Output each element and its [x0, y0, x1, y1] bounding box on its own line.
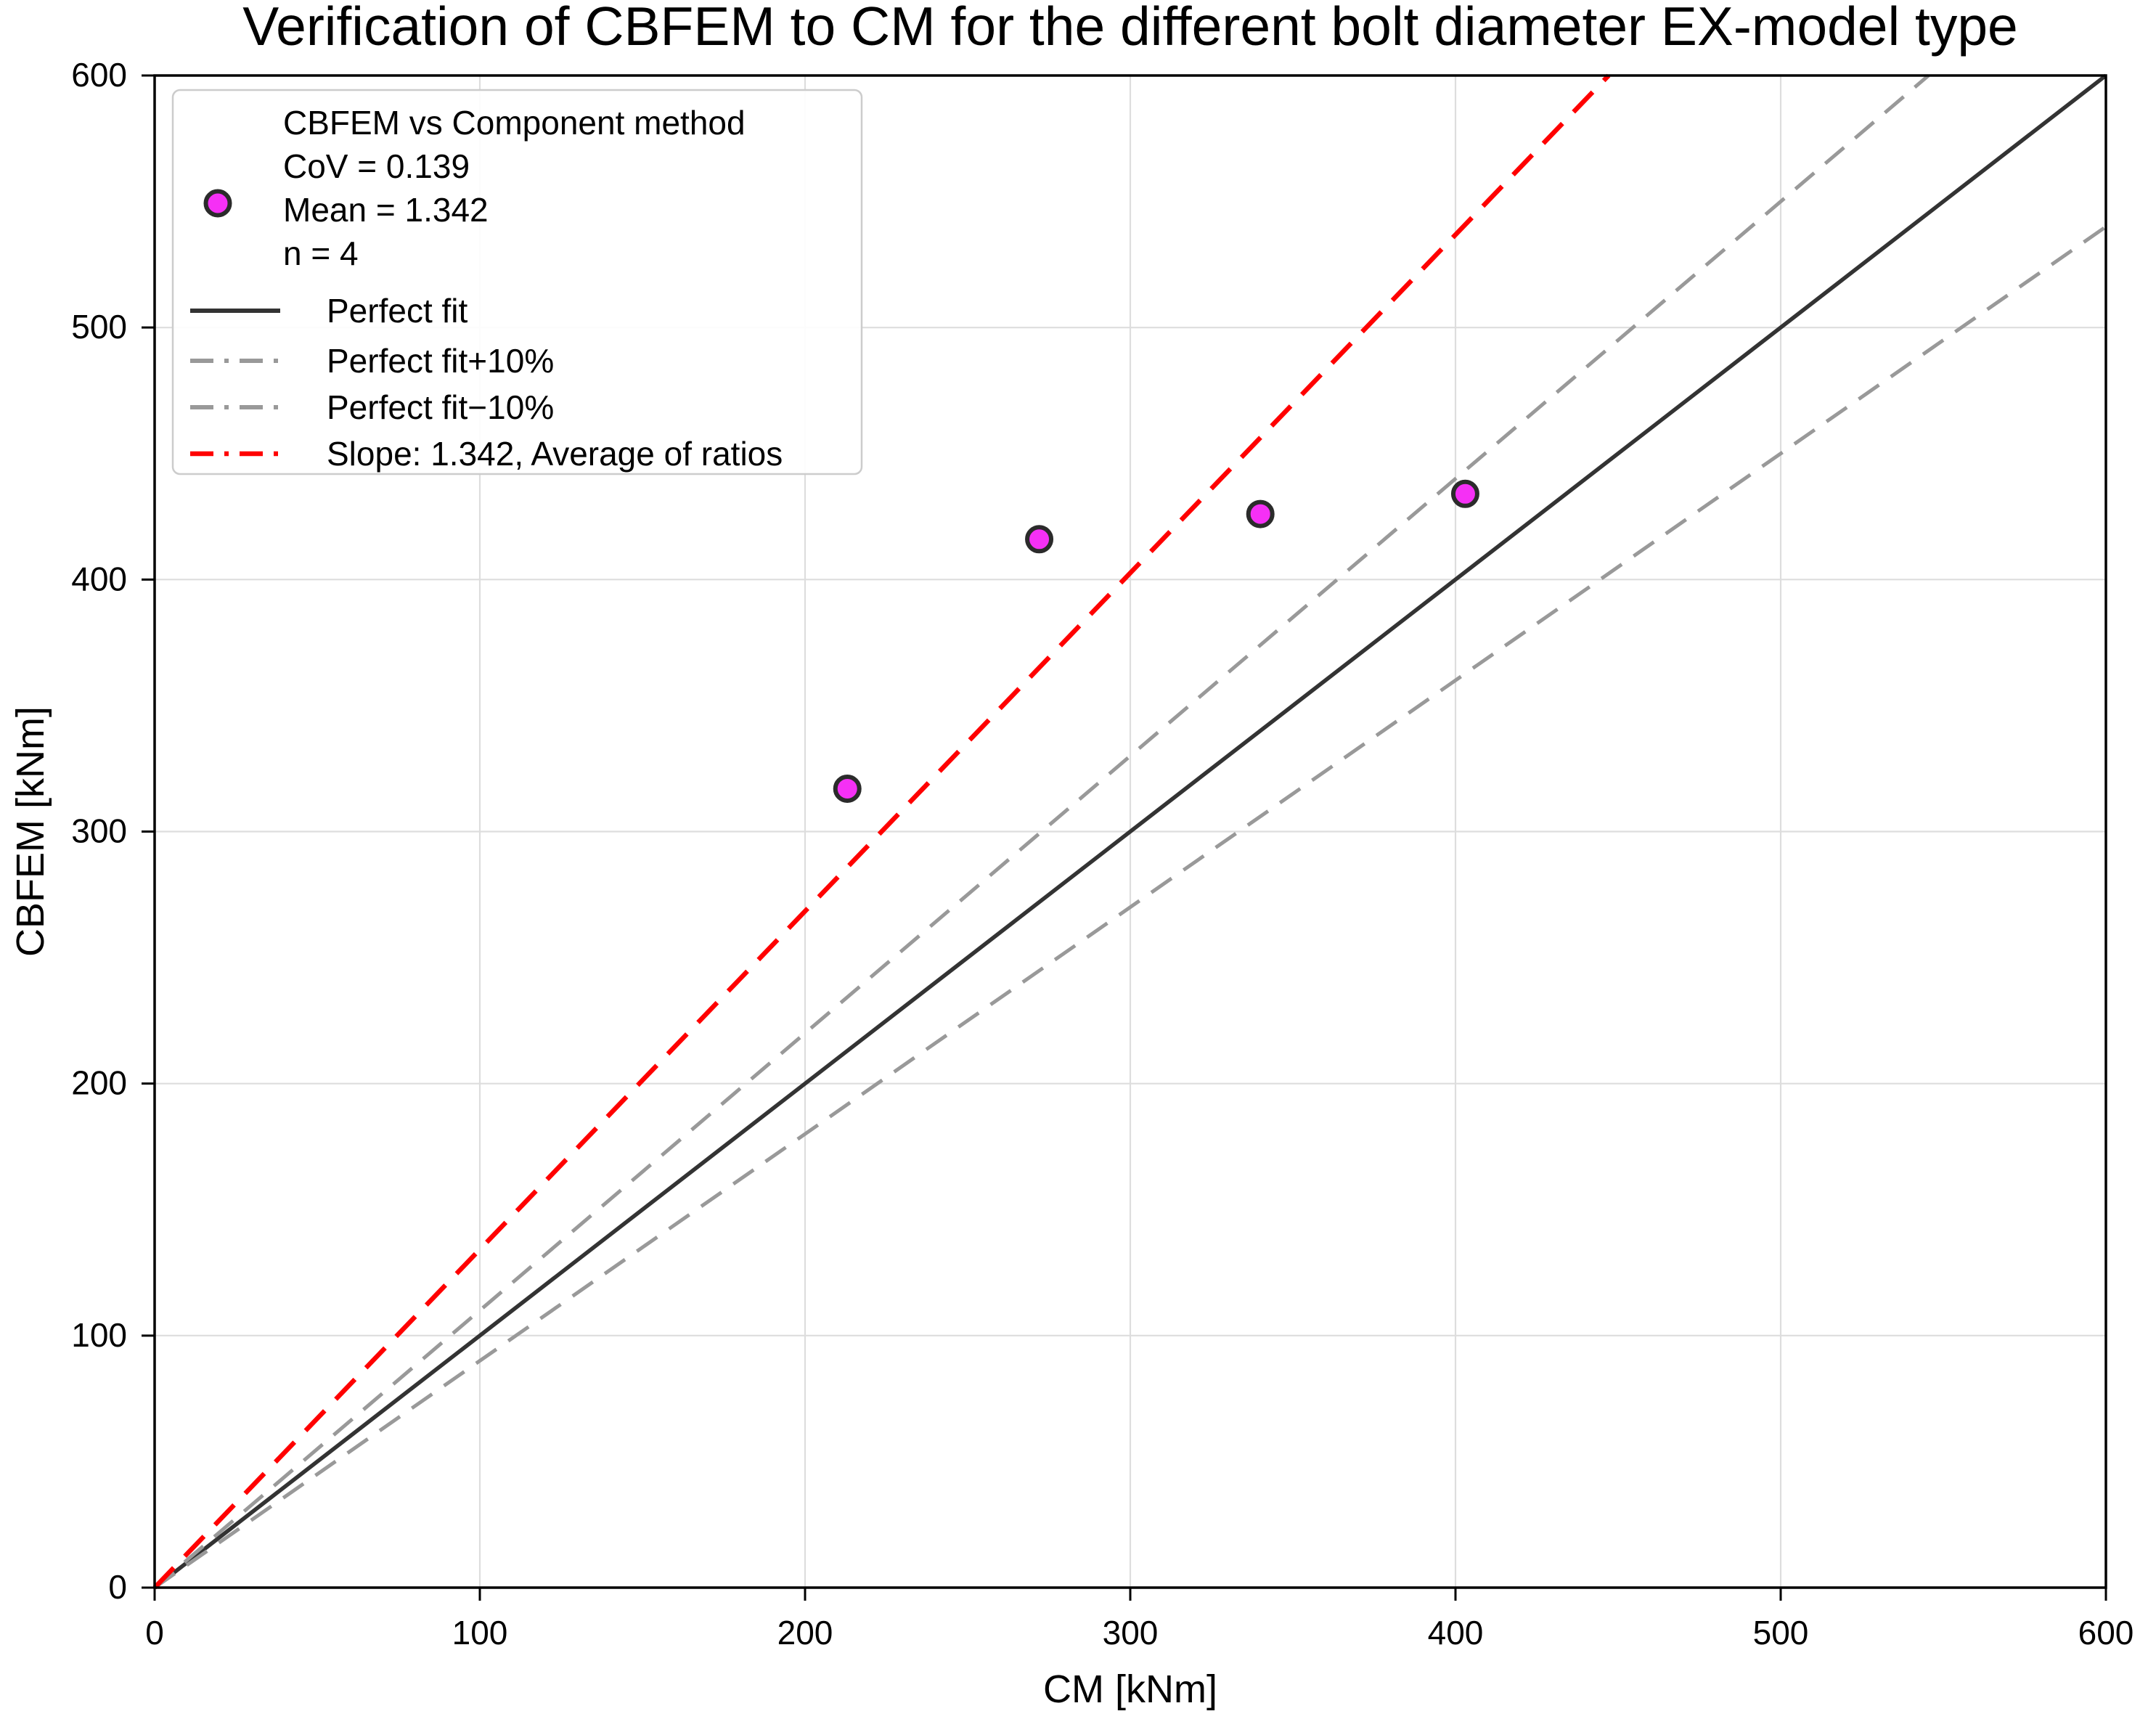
svg-text:Perfect fit−10%: Perfect fit−10%: [327, 388, 554, 426]
svg-text:300: 300: [1103, 1614, 1159, 1652]
svg-text:CM [kNm]: CM [kNm]: [1043, 1667, 1217, 1711]
svg-text:Perfect fit+10%: Perfect fit+10%: [327, 342, 554, 380]
svg-text:100: 100: [71, 1316, 127, 1354]
svg-text:CBFEM vs Component method: CBFEM vs Component method: [283, 104, 746, 142]
svg-text:n = 4: n = 4: [283, 234, 359, 272]
svg-text:400: 400: [71, 560, 127, 597]
svg-text:Perfect fit: Perfect fit: [327, 292, 468, 330]
svg-text:600: 600: [2078, 1614, 2134, 1652]
svg-text:400: 400: [1428, 1614, 1484, 1652]
svg-text:100: 100: [452, 1614, 508, 1652]
svg-text:Mean = 1.342: Mean = 1.342: [283, 191, 489, 229]
svg-text:0: 0: [108, 1568, 127, 1606]
svg-text:600: 600: [71, 56, 127, 94]
svg-text:0: 0: [145, 1614, 164, 1652]
svg-text:Slope: 1.342, Average of ratio: Slope: 1.342, Average of ratios: [327, 435, 783, 473]
svg-text:CBFEM [kNm]: CBFEM [kNm]: [9, 706, 52, 957]
svg-text:Verification of CBFEM to CM fo: Verification of CBFEM to CM for the diff…: [242, 0, 2018, 57]
svg-text:CoV = 0.139: CoV = 0.139: [283, 147, 470, 185]
svg-text:300: 300: [71, 812, 127, 850]
svg-text:200: 200: [71, 1064, 127, 1102]
svg-text:500: 500: [1753, 1614, 1809, 1652]
svg-text:500: 500: [71, 308, 127, 346]
svg-text:200: 200: [777, 1614, 833, 1652]
